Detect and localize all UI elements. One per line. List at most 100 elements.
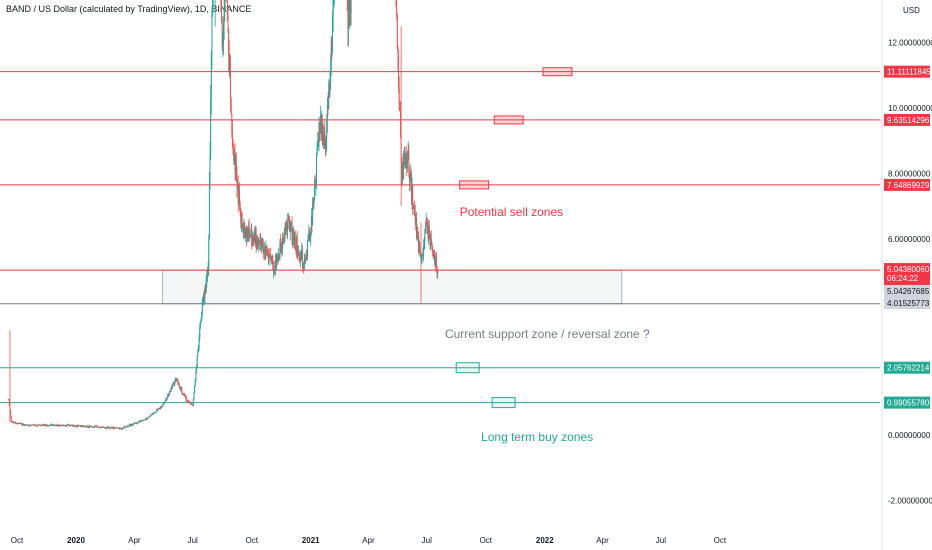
candle-body [182,394,184,395]
candle-body [147,417,149,418]
candle-body [22,423,24,425]
candle-body [210,53,212,99]
candle-body [10,416,12,422]
sell-zone-marker[interactable] [459,180,490,190]
candle-body [254,231,256,245]
candle-body [73,425,75,426]
candle-body [400,134,402,161]
candle-body [101,427,103,429]
candle-body [16,423,18,425]
x-tick-label: Jul [188,536,198,545]
candle-body [258,242,260,246]
candle-body [233,153,235,161]
candle-body [432,248,434,250]
candle-body [424,231,426,242]
candle-body [423,247,425,255]
candle-body [89,425,91,427]
x-tick-label: Oct [714,536,727,545]
candle-body [259,239,261,243]
candle-body [143,419,145,421]
candle-body [62,424,64,426]
sell-price-label: 11.11111845 [887,68,931,77]
candle-body [105,427,107,429]
candle-body [46,424,48,426]
candle-body [57,424,59,427]
candle-body [211,10,213,54]
candle-body [160,407,162,409]
candle-body [203,293,205,301]
candle-body [58,425,60,427]
sell-zone-marker[interactable] [493,115,524,125]
support-bottom-price-bg [884,297,930,310]
candle-body [135,422,137,424]
candle-body [429,232,431,245]
candle-body [81,425,83,427]
candle-body [90,425,92,427]
candle-body [398,54,400,89]
candle-body [63,425,65,426]
candle-body [36,425,38,427]
candle-body [239,191,241,204]
candle-body [37,424,39,426]
candle-body [159,407,161,410]
candle-body [236,176,238,188]
candle-body [146,418,148,420]
candle-body [266,248,268,254]
candle-body [192,405,194,406]
candle-body [24,424,26,426]
candle-body [221,7,223,20]
candle-body [199,327,201,338]
candle-body [28,425,30,427]
candle-body [416,233,418,238]
candle-body [416,218,418,238]
candle-body [171,385,173,389]
candle-body [397,48,399,55]
candle-body [63,425,65,427]
buy-zone-marker[interactable] [455,362,480,374]
candle-body [332,16,334,52]
candle-body [425,219,427,227]
candle-body [20,423,22,424]
candle-body [256,240,258,243]
candle-body [61,425,63,426]
candle-body [179,387,181,389]
candle-body [196,367,198,371]
candle-body [242,224,244,228]
candle-body [160,406,162,409]
candle-body [194,379,196,387]
candle-body [280,242,282,252]
support-zone-box[interactable] [162,269,623,305]
candle-body [38,424,40,426]
candle-body [183,393,185,396]
candle-body [51,424,53,426]
candle-body [235,160,237,174]
candle-body [123,426,125,428]
candle-body [276,256,278,266]
candle-body [71,425,73,427]
candle-body [106,427,108,429]
candle-body [421,255,423,262]
candle-body [37,425,39,427]
candle-body [31,424,33,426]
candle-body [112,427,114,429]
candle-body [313,199,315,205]
candle-body [157,408,159,410]
candle-body [400,110,401,135]
candle-body [107,426,109,428]
candle-body [30,425,32,426]
candle-body [175,378,177,380]
candle-body [253,238,255,240]
candle-body [209,154,211,183]
candle-body [238,191,240,204]
buy-zone-marker[interactable] [491,397,516,409]
candle-body [300,255,302,257]
candle-body [169,390,171,392]
candle-body [299,256,301,260]
candle-body [110,428,112,430]
candle-body [253,231,255,240]
candle-body [129,424,131,426]
y-tick-label: 8.00000000 [888,169,931,178]
candle-body [293,231,295,241]
sell-zone-marker[interactable] [542,67,573,77]
